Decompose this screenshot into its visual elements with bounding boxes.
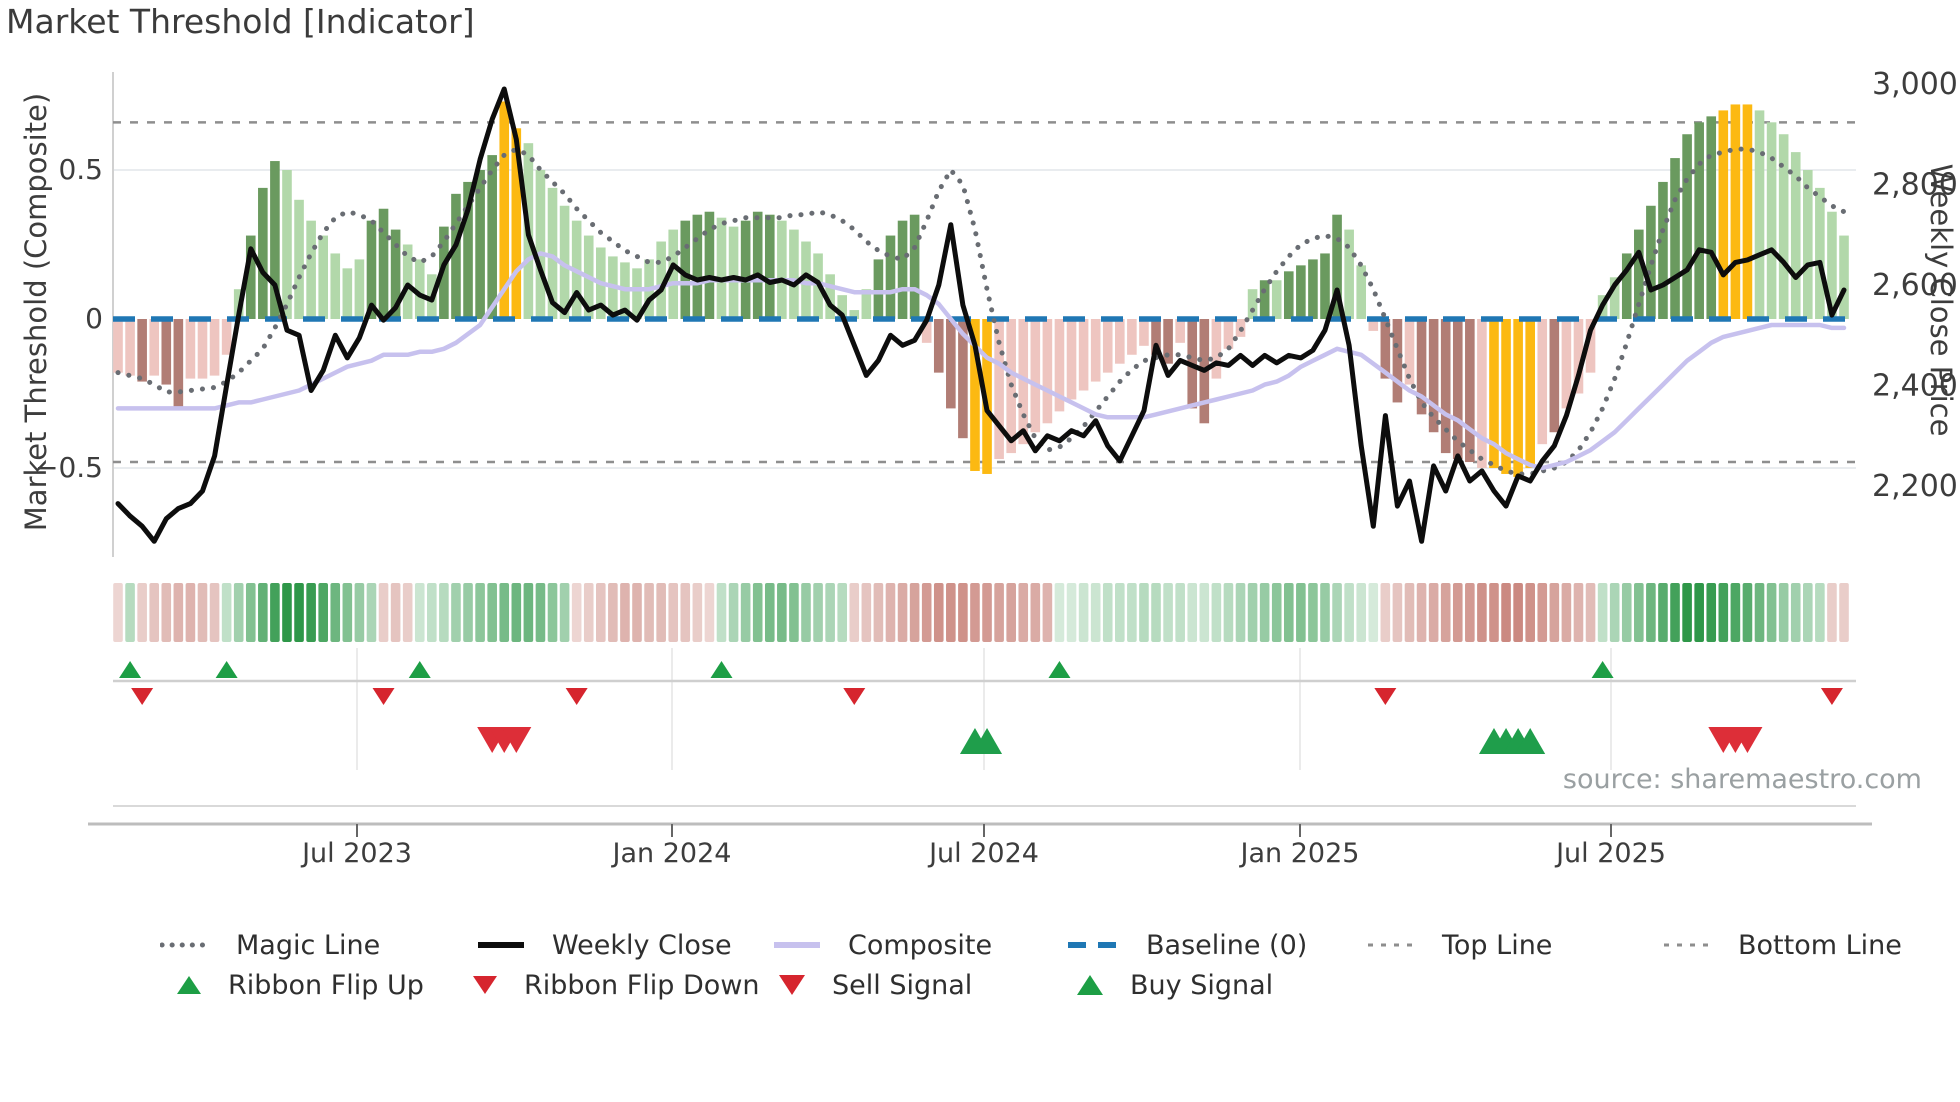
legend-label: Buy Signal	[1130, 969, 1274, 1001]
solid-line-swatch-icon	[476, 935, 526, 955]
price-axis-tick: 3,000	[1872, 67, 1958, 102]
price-axis-tick: 2,600	[1872, 268, 1958, 303]
y-axis-tick: 0	[85, 302, 103, 335]
solid-line-swatch-icon	[772, 935, 822, 955]
dotted-line-swatch-icon	[1662, 935, 1712, 955]
ribbon-flip-up-icon	[1048, 661, 1071, 678]
buy-sell-markers	[477, 727, 1763, 754]
chart-title: Market Threshold [Indicator]	[6, 2, 475, 41]
legend-label: Bottom Line	[1738, 929, 1902, 961]
ribbon-flip-down-icon	[843, 688, 866, 705]
triangle-down-icon	[472, 974, 498, 996]
buy-signal-icon	[972, 728, 1003, 754]
triangle-up-icon	[1076, 973, 1104, 997]
dotted-line-swatch-icon	[160, 935, 210, 955]
legend-label: Ribbon Flip Down	[524, 969, 760, 1001]
legend-item-baseline: Baseline (0)	[1066, 928, 1307, 962]
legend-item-buy-signal: Buy Signal	[1076, 968, 1273, 1002]
ribbon-flip-down-icon	[565, 688, 588, 705]
legend-item-bottom-line: Bottom Line	[1662, 928, 1902, 962]
buy-signal-icon	[1515, 728, 1546, 754]
x-axis: Jul 2023 Jan 2024 Jul 2024 Jan 2025 Jul 2025	[88, 805, 1872, 869]
legend-item-magic-line: Magic Line	[160, 928, 380, 962]
magic-line	[115, 146, 1847, 477]
legend-item-ribbon-flip-down: Ribbon Flip Down	[472, 968, 760, 1002]
legend-label: Baseline (0)	[1146, 929, 1308, 961]
y-axis-tick: −0.5	[35, 451, 103, 484]
ribbon-flip-down-icon	[372, 688, 395, 705]
x-axis-tick: Jul 2025	[1554, 838, 1666, 869]
sell-signal-icon	[1732, 727, 1763, 753]
ribbon-flip-down-icon	[131, 688, 154, 705]
ribbon-flip-up-icon	[710, 661, 733, 678]
left-axis-ticks: 0.5 0 −0.5	[35, 153, 103, 484]
threshold-bars	[113, 101, 1849, 477]
ribbon-flip-up-icon	[408, 661, 431, 678]
ribbon-strip	[113, 583, 1849, 642]
price-axis-tick: 2,200	[1872, 469, 1958, 504]
ribbon-flip-down-icon	[1820, 688, 1843, 705]
y-axis-tick: 0.5	[58, 153, 103, 186]
price-axis-tick: 2,400	[1872, 369, 1958, 404]
source-credit: source: sharemaestro.com	[1562, 764, 1922, 795]
legend-label: Magic Line	[236, 929, 381, 961]
legend-item-weekly-close: Weekly Close	[476, 928, 732, 962]
ribbon-flip-up-icon	[215, 661, 238, 678]
x-axis-tick: Jul 2024	[927, 838, 1039, 869]
triangle-up-icon	[176, 974, 202, 996]
legend-item-ribbon-flip-up: Ribbon Flip Up	[176, 968, 424, 1002]
ribbon-flip-markers	[113, 661, 1856, 705]
triangle-down-icon	[778, 973, 806, 997]
legend-item-composite: Composite	[772, 928, 992, 962]
ribbon-flip-up-icon	[1591, 661, 1614, 678]
ribbon-flip-down-icon	[1374, 688, 1397, 705]
dashed-line-swatch-icon	[1066, 935, 1120, 955]
x-axis-tick: Jul 2023	[300, 838, 412, 869]
sell-signal-icon	[501, 727, 532, 753]
price-axis-ticks: 3,000 2,800 2,600 2,400 2,200	[1872, 67, 1958, 504]
legend-label: Weekly Close	[552, 929, 732, 961]
x-axis-tick: Jan 2024	[611, 838, 732, 869]
legend-label: Top Line	[1442, 929, 1553, 961]
price-axis-tick: 2,800	[1872, 168, 1958, 203]
weekly-close-line	[115, 86, 1847, 544]
x-axis-tick: Jan 2025	[1239, 838, 1360, 869]
legend-item-top-line: Top Line	[1366, 928, 1552, 962]
legend-label: Composite	[848, 929, 993, 961]
legend-label: Ribbon Flip Up	[228, 969, 424, 1001]
legend-item-sell-signal: Sell Signal	[778, 968, 972, 1002]
composite-line	[115, 251, 1847, 471]
dotted-line-swatch-icon	[1366, 935, 1416, 955]
legend-label: Sell Signal	[832, 969, 973, 1001]
ribbon-flip-up-icon	[119, 661, 142, 678]
